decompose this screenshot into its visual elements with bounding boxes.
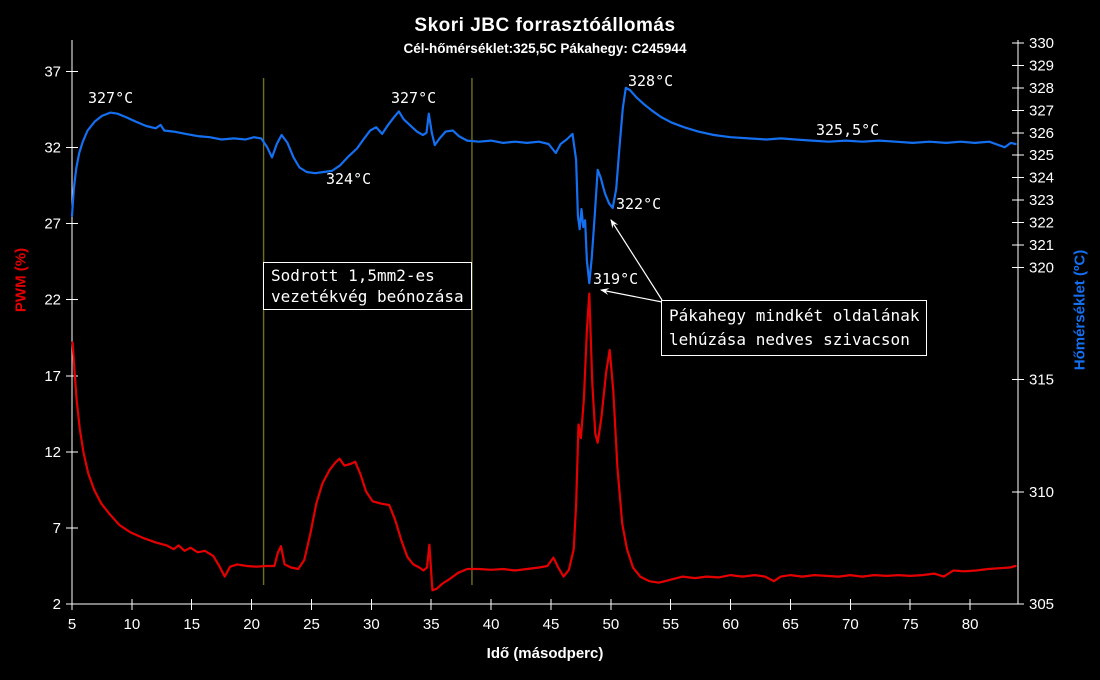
left-tick-label: 17 [44,368,61,385]
left-tick-label: 7 [53,520,61,537]
right-tick-label: 315 [1029,372,1054,389]
callout-line: Pákahegy mindkét oldalának [669,306,920,325]
right-tick-label: 330 [1029,35,1054,52]
annotation-322: 322°C [616,195,662,213]
callout-line: Sodrott 1,5mm2-es [271,266,435,285]
right-tick-label: 320 [1029,259,1054,276]
left-tick-label: 32 [44,140,61,157]
x-tick-label: 30 [363,616,380,633]
left-axis-label: PWM (%) [12,247,30,313]
x-tick-label: 25 [303,616,320,633]
x-tick-label: 60 [722,616,739,633]
right-tick-label: 324 [1029,170,1054,187]
right-tick-label: 321 [1029,237,1054,254]
right-tick-label: 310 [1029,484,1054,501]
x-tick-label: 75 [902,616,919,633]
x-axis-label: Idő (másodperc) [486,645,604,662]
right-tick-label: 328 [1029,80,1054,97]
x-tick-label: 20 [243,616,260,633]
annotation-325-5: 325,5°C [816,121,880,139]
x-tick-label: 15 [183,616,200,633]
x-tick-label: 10 [124,616,141,633]
x-tick-label: 40 [483,616,500,633]
annotation-arrow [600,288,663,303]
right-tick-label: 329 [1029,57,1054,74]
x-tick-label: 65 [782,616,799,633]
x-tick-label: 45 [543,616,560,633]
x-tick-label: 70 [842,616,859,633]
x-tick-label: 80 [962,616,979,633]
temperature-curve [70,86,1017,285]
left-tick-label: 12 [44,444,61,461]
left-tick-label: 27 [44,216,61,233]
right-tick-label: 325 [1029,147,1054,164]
chart-title: Skori JBC forrasztóállomás [414,15,676,36]
left-tick-label: 37 [44,64,61,81]
pwm-curve [71,292,1017,592]
right-axis-label: Hőmérséklet (ºC) [1071,249,1089,371]
callout-sponge-note: Pákahegy mindkét oldalának lehúzása nedv… [661,300,928,356]
right-tick-label: 326 [1029,125,1054,142]
x-tick-label: 50 [603,616,620,633]
x-tick-label: 55 [662,616,679,633]
annotation-328: 328°C [628,72,674,90]
callout-line: vezetékvég beónozása [271,287,464,306]
right-tick-label: 323 [1029,192,1054,209]
chart-subtitle: Cél-hőmérséklet:325,5C Pákahegy: C245944 [403,41,687,56]
x-tick-label: 5 [68,616,76,633]
right-tick-label: 322 [1029,215,1054,232]
annotation-327-second: 327°C [391,89,437,107]
x-tick-label: 35 [423,616,440,633]
right-tick-label: 327 [1029,102,1054,119]
left-tick-label: 2 [53,596,61,613]
left-tick-label: 22 [44,292,61,309]
annotation-327-first: 327°C [88,89,134,107]
right-tick-label: 305 [1029,596,1054,613]
callout-tinning-note: Sodrott 1,5mm2-es vezetékvég beónozása [263,262,472,310]
callout-line: lehúzása nedves szivacson [669,330,910,349]
annotation-324: 324°C [326,170,372,188]
annotation-319: 319°C [593,270,639,288]
annotation-arrow [610,219,663,301]
